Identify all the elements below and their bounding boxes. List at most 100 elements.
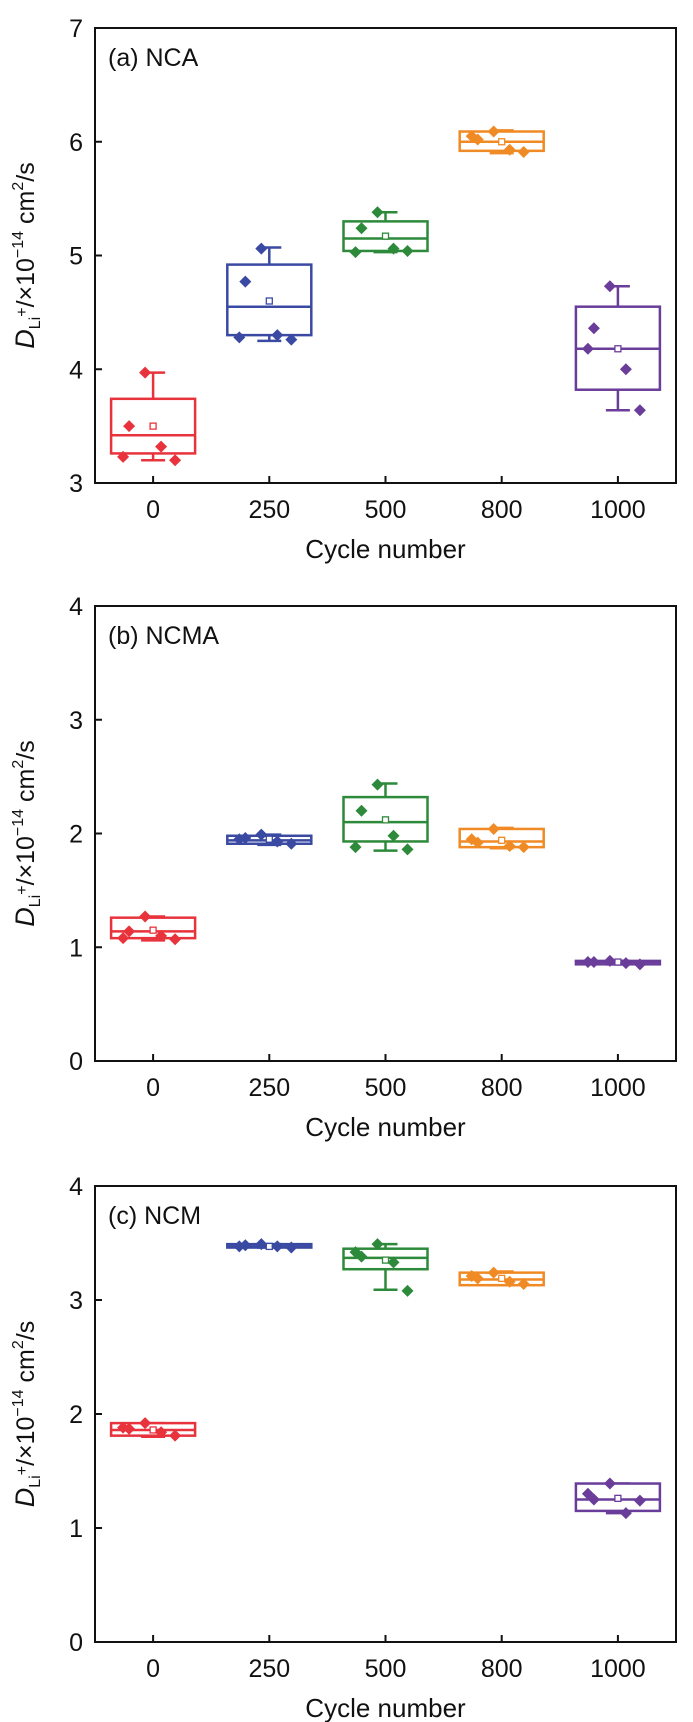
data-point (123, 420, 136, 433)
data-point (387, 1256, 400, 1269)
data-point (487, 125, 500, 138)
data-point (387, 829, 400, 842)
data-point (285, 1241, 298, 1254)
x-tick-label: 250 (248, 1074, 290, 1102)
data-point (285, 333, 298, 346)
data-point (603, 1477, 616, 1490)
box-mean (381, 1256, 390, 1264)
y-axis-label: DLi+/×10−14 cm2/s (10, 740, 44, 926)
x-axis-label: Cycle number (305, 1112, 466, 1142)
data-point (285, 837, 298, 850)
box-1000 (574, 280, 662, 417)
data-point (465, 833, 478, 846)
data-point (619, 957, 632, 970)
box-mean (149, 1426, 157, 1434)
data-point (633, 958, 646, 971)
box-800 (458, 125, 545, 158)
data-point (581, 956, 594, 969)
data-point (465, 1270, 478, 1283)
box-500 (342, 778, 429, 856)
x-tick-label: 800 (481, 1074, 523, 1102)
data-point (169, 1429, 182, 1442)
data-point (169, 933, 182, 946)
data-point (371, 1238, 384, 1251)
panel-title: (b) NCMA (108, 622, 219, 650)
x-tick-label: 250 (248, 496, 290, 524)
data-point (123, 925, 136, 938)
box-mean (265, 297, 273, 305)
x-axis-label: Cycle number (305, 534, 466, 564)
data-point (517, 841, 530, 854)
data-point (155, 440, 168, 453)
box-mean (498, 836, 506, 844)
data-point (633, 404, 646, 417)
data-point (465, 130, 478, 143)
y-tick-label: 6 (69, 129, 83, 157)
y-axis-label: DLi+/×10−14 cm2/s (10, 1321, 44, 1507)
data-point (517, 145, 530, 158)
y-tick-label: 0 (69, 1629, 83, 1657)
box-250 (226, 1238, 313, 1254)
data-point (619, 1507, 632, 1520)
data-point (633, 1494, 646, 1507)
data-point (371, 778, 384, 791)
box-mean (498, 138, 506, 146)
data-point (271, 329, 284, 342)
y-tick-label: 5 (69, 243, 83, 271)
data-point (401, 1284, 414, 1297)
data-point (401, 244, 414, 257)
data-point (255, 828, 268, 841)
data-point (123, 1422, 136, 1435)
data-point (387, 242, 400, 255)
data-point (271, 1240, 284, 1253)
y-tick-label: 2 (69, 821, 83, 849)
data-point (139, 1417, 152, 1430)
chart-panel-1: 3 4 5 6 7 0 250 500 800 1000 Cycle number DLi+/×10−… (10, 15, 677, 564)
y-tick-label: 0 (69, 1048, 83, 1076)
data-point (581, 342, 594, 355)
box-mean (614, 958, 622, 966)
data-point (349, 1246, 362, 1259)
x-tick-label: 0 (146, 1074, 160, 1102)
data-point (503, 1275, 516, 1288)
x-axis-label: Cycle number (305, 1693, 466, 1722)
box-800 (458, 822, 545, 854)
x-tick-label: 800 (481, 1655, 523, 1683)
data-point (603, 954, 616, 967)
data-point (401, 843, 414, 856)
data-point (517, 1278, 530, 1291)
data-point (355, 804, 368, 817)
data-point (581, 1487, 594, 1500)
box-250 (226, 242, 313, 346)
data-point (117, 1421, 130, 1434)
chart-panel-2: 0 1 2 3 4 0 250 500 800 1000 Cycle number DLi+/×10−… (10, 593, 677, 1142)
x-tick-label: 500 (365, 1074, 407, 1102)
y-tick-label: 4 (69, 593, 83, 621)
data-point (139, 910, 152, 923)
data-point (349, 841, 362, 854)
data-point (487, 822, 500, 835)
data-point (271, 835, 284, 848)
box-mean (614, 345, 622, 353)
x-tick-label: 800 (481, 496, 523, 524)
y-tick-label: 4 (69, 1173, 83, 1201)
data-point (487, 1266, 500, 1279)
data-point (117, 932, 130, 945)
data-point (355, 222, 368, 235)
data-point (233, 1240, 246, 1253)
x-tick-label: 0 (146, 1655, 160, 1683)
y-tick-label: 3 (69, 470, 83, 498)
data-point (169, 454, 182, 467)
box-500 (342, 1238, 429, 1297)
x-tick-label: 1000 (590, 1655, 646, 1683)
y-tick-label: 3 (69, 707, 83, 735)
data-point (139, 366, 152, 379)
box-500 (342, 206, 429, 259)
x-tick-label: 500 (365, 1655, 407, 1683)
data-point (503, 840, 516, 853)
data-point (587, 322, 600, 335)
y-tick-label: 1 (69, 934, 83, 962)
box-mean (381, 232, 390, 240)
box-mean (614, 1494, 622, 1503)
